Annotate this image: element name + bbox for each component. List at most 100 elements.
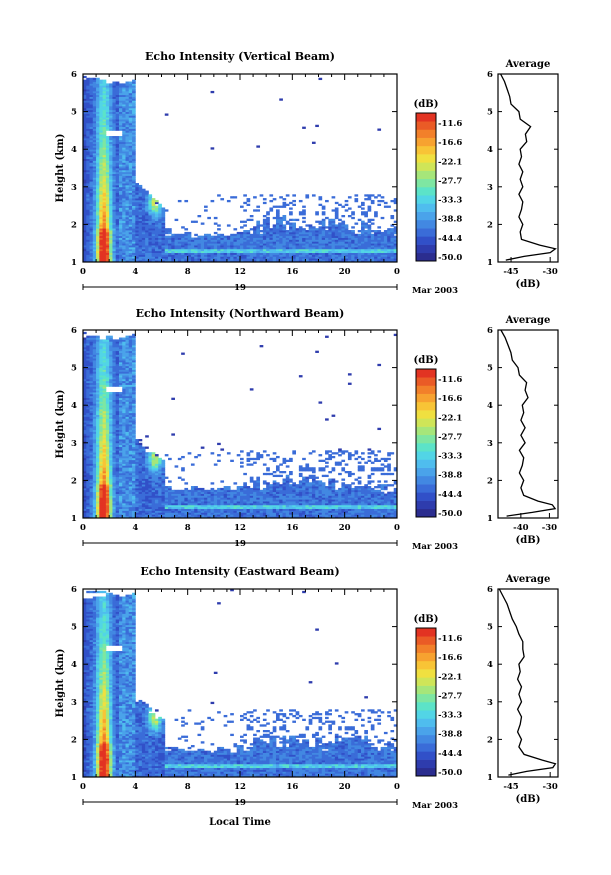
heatmap-cell [351,239,355,242]
heatmap-cell [96,211,100,214]
heatmap-cell [361,256,365,259]
heatmap-cell [253,260,257,263]
heatmap-cell [86,109,90,112]
heatmap-cell [92,192,97,195]
heatmap-cell [92,233,97,237]
heatmap-cell [125,152,130,156]
heatmap-cell [236,260,241,263]
heatmap-cell [132,188,136,191]
heatmap-cell [99,201,104,205]
heatmap-cell [194,220,198,223]
heatmap-cell [118,158,123,161]
heatmap-cell [128,121,133,124]
heatmap-cell [364,252,368,255]
heatmap-cell [109,139,113,143]
heatmap-cell [295,246,300,250]
heatmap-cell [390,216,395,220]
heatmap-cell [105,230,110,233]
heatmap-cell [89,190,94,193]
heatmap-cell [374,248,378,252]
heatmap-cell [259,241,264,244]
heatmap-cell [83,429,87,432]
heatmap-cell [325,260,329,263]
heatmap-cell [125,141,130,144]
heatmap-cell [86,476,90,479]
heatmap-cell [325,256,329,259]
colorbar-label: -44.4 [438,234,462,244]
heatmap-cell [315,233,319,237]
heatmap-cell [118,147,123,150]
heatmap-cell [128,233,133,237]
heatmap-cell [374,256,378,259]
heatmap-cell [275,205,280,208]
heatmap-cell [207,245,211,248]
heatmap-cell [102,141,107,144]
heatmap-cell [138,233,143,237]
heatmap-cell [99,184,104,188]
heatmap-cell [102,252,107,255]
y-tick-label: 4 [71,145,77,155]
heatmap-cell [83,184,87,188]
heatmap-cell [105,136,110,139]
heatmap-cell [105,111,110,114]
heatmap-cell [115,243,120,246]
heatmap-cell [344,245,349,248]
heatmap-cell [321,205,326,208]
heatmap-cell [102,79,107,82]
heatmap-cell [89,160,94,163]
heatmap-cell [145,241,149,244]
heatmap-cell [138,218,143,222]
heatmap-cell [347,196,352,199]
heatmap-cell [213,256,218,259]
heatmap-cell [207,260,211,263]
heatmap-cell [89,136,94,139]
heatmap-cell [105,147,110,150]
heatmap-cell [109,136,113,139]
heatmap-cell [83,463,87,466]
heatmap-cell [102,104,107,107]
heatmap-cell [96,250,100,253]
heatmap-cell [383,231,388,235]
heatmap-cell [83,152,87,156]
heatmap-cell [334,245,339,248]
heatmap-cell [292,228,296,231]
heatmap-cell [164,250,169,253]
heatmap-cell [125,107,130,111]
heatmap-cell [89,250,94,253]
heatmap-cell [102,145,107,148]
heatmap-cell [122,90,126,94]
heatmap-cell [109,190,113,193]
heatmap-cell [282,243,287,246]
heatmap-cell [112,218,117,222]
heatmap-cell [83,245,87,248]
heatmap-cell [102,102,107,105]
heatmap-cell [92,201,97,205]
heatmap-cell [128,228,133,231]
heatmap-cell [194,245,198,248]
heatmap-cell [118,149,123,152]
heatmap-cell [246,250,251,253]
heatmap-cell [115,196,120,199]
heatmap-cell [377,237,382,240]
heatmap-cell [295,235,300,238]
heatmap-cell [145,237,149,240]
heatmap-cell [115,241,120,244]
heatmap-cell [272,243,277,246]
heatmap-cell [341,235,346,238]
heatmap-cell [361,224,365,227]
heatmap-cell [328,245,332,248]
heatmap-cell [377,241,382,244]
heatmap-cell [380,256,385,259]
heatmap-cell [298,228,303,231]
heatmap-cell [83,111,87,114]
heatmap-cell [282,226,287,229]
heatmap-cell [118,102,123,105]
heatmap-cell [377,250,382,253]
heatmap-cell [266,233,270,237]
heatmap-cell [295,245,300,248]
heatmap-cell [168,237,172,240]
heatmap-cell [380,252,385,255]
heatmap-cell [96,226,100,229]
heatmap-cell [390,215,395,218]
